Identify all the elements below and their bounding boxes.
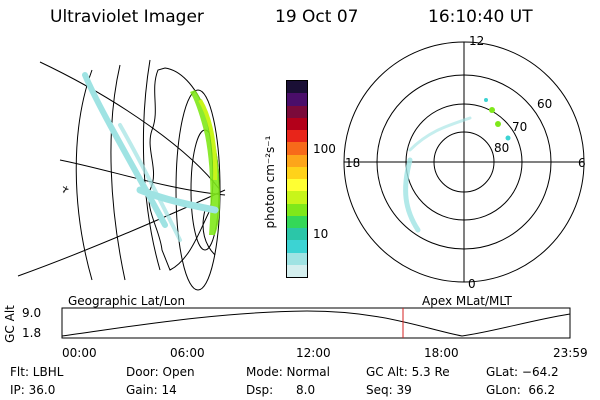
time-tick-1200: 12:00 [296, 346, 331, 360]
status-door: Door: Open [126, 365, 195, 379]
polar-label-top: 12 [469, 34, 485, 48]
colorbar-tick-100: 100 [313, 142, 336, 156]
colorbar [286, 80, 308, 278]
status-glon: GLon: 66.2 [486, 383, 556, 397]
status-mode: Mode: Normal [246, 365, 330, 379]
date-readout: 19 Oct 07 [275, 7, 359, 27]
coastline-outline [148, 67, 216, 271]
colorbar-segment [287, 81, 307, 94]
status-dsp: Dsp: 8.0 [246, 383, 316, 397]
colorbar-segment [287, 166, 307, 179]
polar-label-bottom: 0 [468, 277, 476, 291]
colorbar-segment [287, 240, 307, 253]
colorbar-segment [287, 264, 307, 277]
app-title: Ultraviolet Imager [50, 7, 204, 27]
orbit-altitude-curve [61, 310, 571, 337]
polar-label-left: 18 [345, 156, 361, 170]
colorbar-segment [287, 130, 307, 143]
time-tick-1800: 18:00 [424, 346, 459, 360]
status-gc-alt: GC Alt: 5.3 Re [366, 365, 450, 379]
colorbar-segment [287, 203, 307, 216]
time-readout: 16:10:40 UT [428, 7, 533, 27]
aurora-green-band [190, 90, 220, 235]
time-tick-0000: 00:00 [62, 346, 97, 360]
polar-plot [343, 41, 585, 283]
colorbar-segment [287, 252, 307, 265]
aurora-cyan-arcs [82, 72, 219, 242]
polar-aurora [403, 98, 511, 233]
status-gain: Gain: 14 [126, 383, 177, 397]
orbit-ytick-high: 9.0 [22, 306, 42, 320]
colorbar-segment [287, 142, 307, 155]
colorbar-segment [287, 154, 307, 167]
orbit-ytick-low: 1.8 [22, 326, 42, 340]
colorbar-tick-10: 10 [313, 227, 329, 241]
time-tick-0600: 06:00 [170, 346, 205, 360]
colorbar-segment [287, 215, 307, 228]
colorbar-unit-label: photon cm⁻²s⁻¹ [263, 135, 277, 229]
polar-ring-label-70: 70 [512, 120, 528, 134]
geographic-map-panel: ⊁ [17, 59, 226, 291]
polar-ring-label-80: 80 [494, 141, 510, 155]
time-tick-2359: 23:59 [553, 346, 588, 360]
footer-left-label: Geographic Lat/Lon [68, 294, 186, 308]
colorbar-segment [287, 93, 307, 106]
colorbar-segment [287, 179, 307, 192]
colorbar-segment [287, 105, 307, 118]
status-filter: Flt: LBHL [10, 365, 64, 379]
orbit-axis-title: GC Alt [3, 305, 17, 343]
colorbar-segment [287, 191, 307, 204]
colorbar-segment [287, 228, 307, 241]
polar-label-right: 6 [578, 156, 586, 170]
footer-right-label: Apex MLat/MLT [422, 294, 512, 308]
colorbar-segment [287, 117, 307, 130]
map-sun-glyph: ⊁ [62, 185, 70, 195]
orbit-altitude-chart [61, 307, 571, 339]
status-glat: GLat: −64.2 [486, 365, 559, 379]
status-ip: IP: 36.0 [10, 383, 56, 397]
status-seq: Seq: 39 [366, 383, 412, 397]
polar-ring-label-60: 60 [537, 97, 553, 111]
